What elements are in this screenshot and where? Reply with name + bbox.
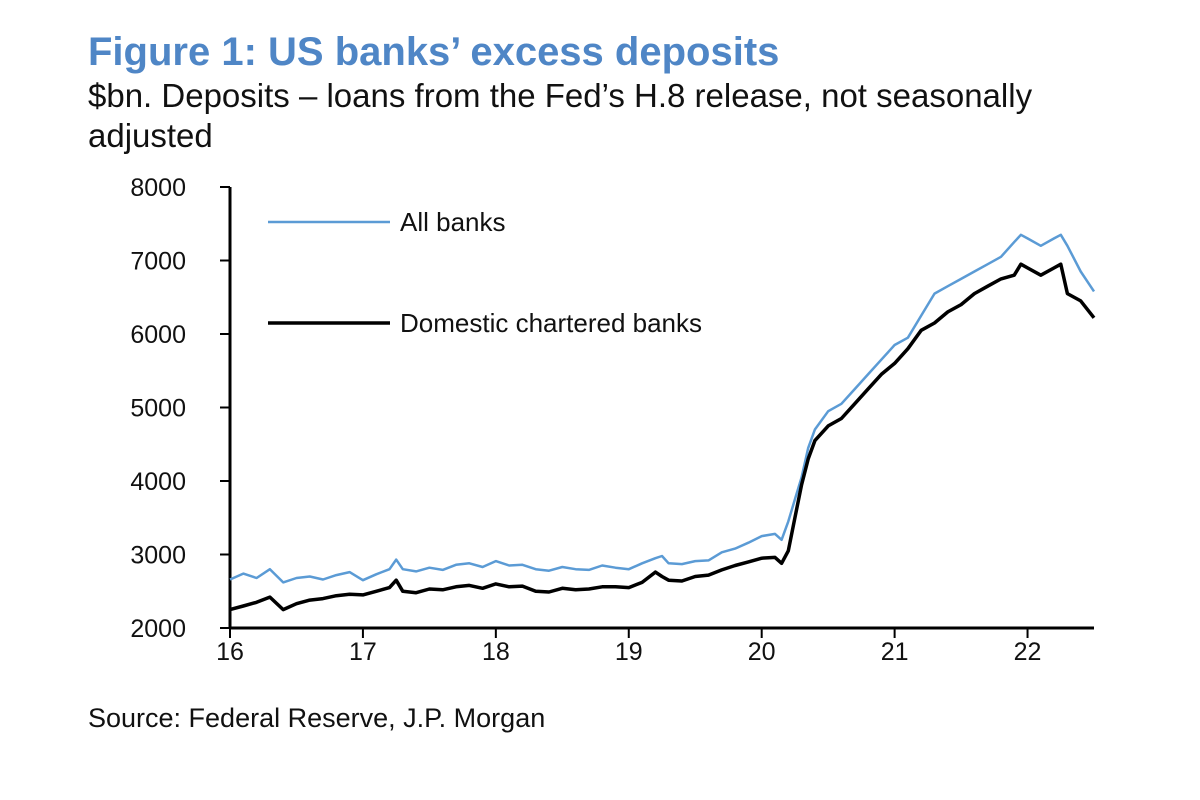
legend-label: Domestic chartered banks bbox=[400, 308, 702, 338]
legend-label: All banks bbox=[400, 207, 506, 237]
series-line-all-banks bbox=[229, 233, 1096, 584]
y-tick-label: 2000 bbox=[130, 615, 186, 643]
y-tick-label: 8000 bbox=[130, 174, 186, 202]
x-tick-label: 17 bbox=[349, 638, 377, 666]
series-layer bbox=[229, 233, 1096, 612]
x-tick-label: 16 bbox=[216, 638, 244, 666]
y-tick-label: 4000 bbox=[130, 468, 186, 496]
chart-legend: All banks Domestic chartered banks bbox=[268, 207, 702, 338]
chart-subtitle: $bn. Deposits – loans from the Fed’s H.8… bbox=[88, 77, 1033, 154]
x-tick-label: 19 bbox=[615, 638, 643, 666]
series-line-domestic-chartered-banks bbox=[229, 262, 1096, 612]
chart-source: Source: Federal Reserve, J.P. Morgan bbox=[88, 703, 546, 733]
y-tick-label: 3000 bbox=[130, 542, 186, 570]
x-tick-label: 21 bbox=[881, 638, 909, 666]
y-tick-label: 5000 bbox=[130, 395, 186, 423]
chart-axes: 2000 3000 4000 5000 6000 7000 8000 16 17 18 19 20 21… bbox=[130, 174, 1094, 666]
x-tick-label: 20 bbox=[748, 638, 776, 666]
y-tick-label: 6000 bbox=[130, 321, 186, 349]
y-tick-label: 7000 bbox=[130, 248, 186, 276]
x-tick-label: 22 bbox=[1014, 638, 1042, 666]
chart-title: Figure 1: US banks’ excess deposits bbox=[88, 30, 780, 74]
x-tick-label: 18 bbox=[482, 638, 510, 666]
